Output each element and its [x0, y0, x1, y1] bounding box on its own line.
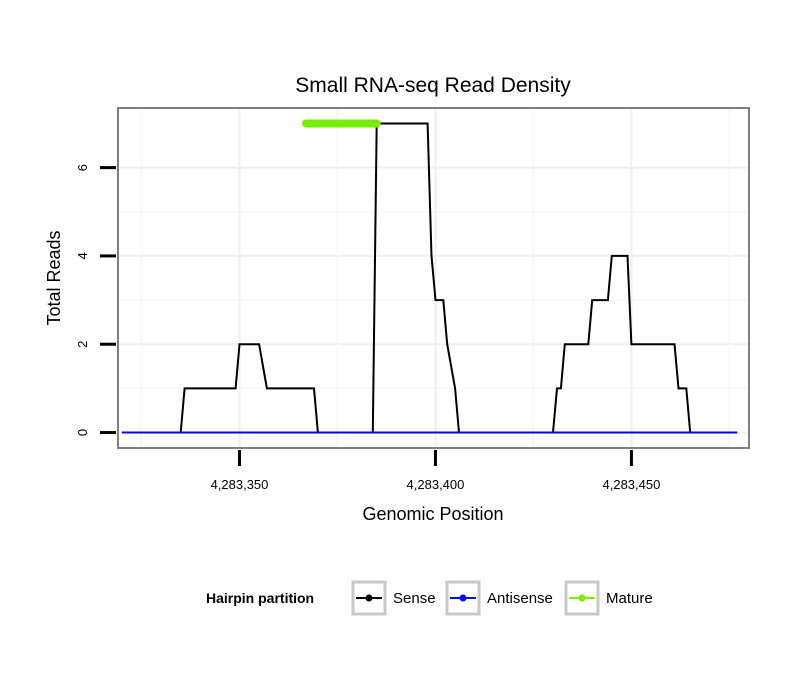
- x-tick-label: 4,283,400: [407, 477, 465, 492]
- plot-border: [117, 107, 750, 449]
- chart-title: Small RNA-seq Read Density: [295, 74, 571, 97]
- x-axis-title: Genomic Position: [362, 504, 503, 524]
- y-tick-label: 6: [75, 164, 90, 171]
- y-tick-label: 4: [75, 252, 90, 259]
- legend: Hairpin partition Sense Antisense Mature: [206, 580, 653, 616]
- legend-key-antisense: [445, 580, 481, 616]
- y-tick-label: 2: [75, 341, 90, 348]
- x-tick-label: 4,283,350: [211, 477, 269, 492]
- legend-title: Hairpin partition: [206, 590, 314, 606]
- series-lines: [121, 119, 738, 434]
- legend-label-antisense: Antisense: [487, 590, 553, 607]
- grid-lines: [118, 108, 749, 448]
- legend-label-mature: Mature: [606, 590, 653, 607]
- legend-marker-mature: [578, 594, 586, 602]
- series-line-sense: [179, 122, 730, 434]
- x-tick-label: 4,283,450: [603, 477, 661, 492]
- legend-marker-sense: [365, 594, 373, 602]
- legend-label-sense: Sense: [393, 590, 436, 607]
- axes: 0 2 4 6 4,283,350 4,283,400 4,283,450: [75, 164, 660, 492]
- legend-marker-antisense: [459, 594, 467, 602]
- y-axis-title: Total Reads: [44, 230, 64, 325]
- y-tick-label: 0: [75, 429, 90, 436]
